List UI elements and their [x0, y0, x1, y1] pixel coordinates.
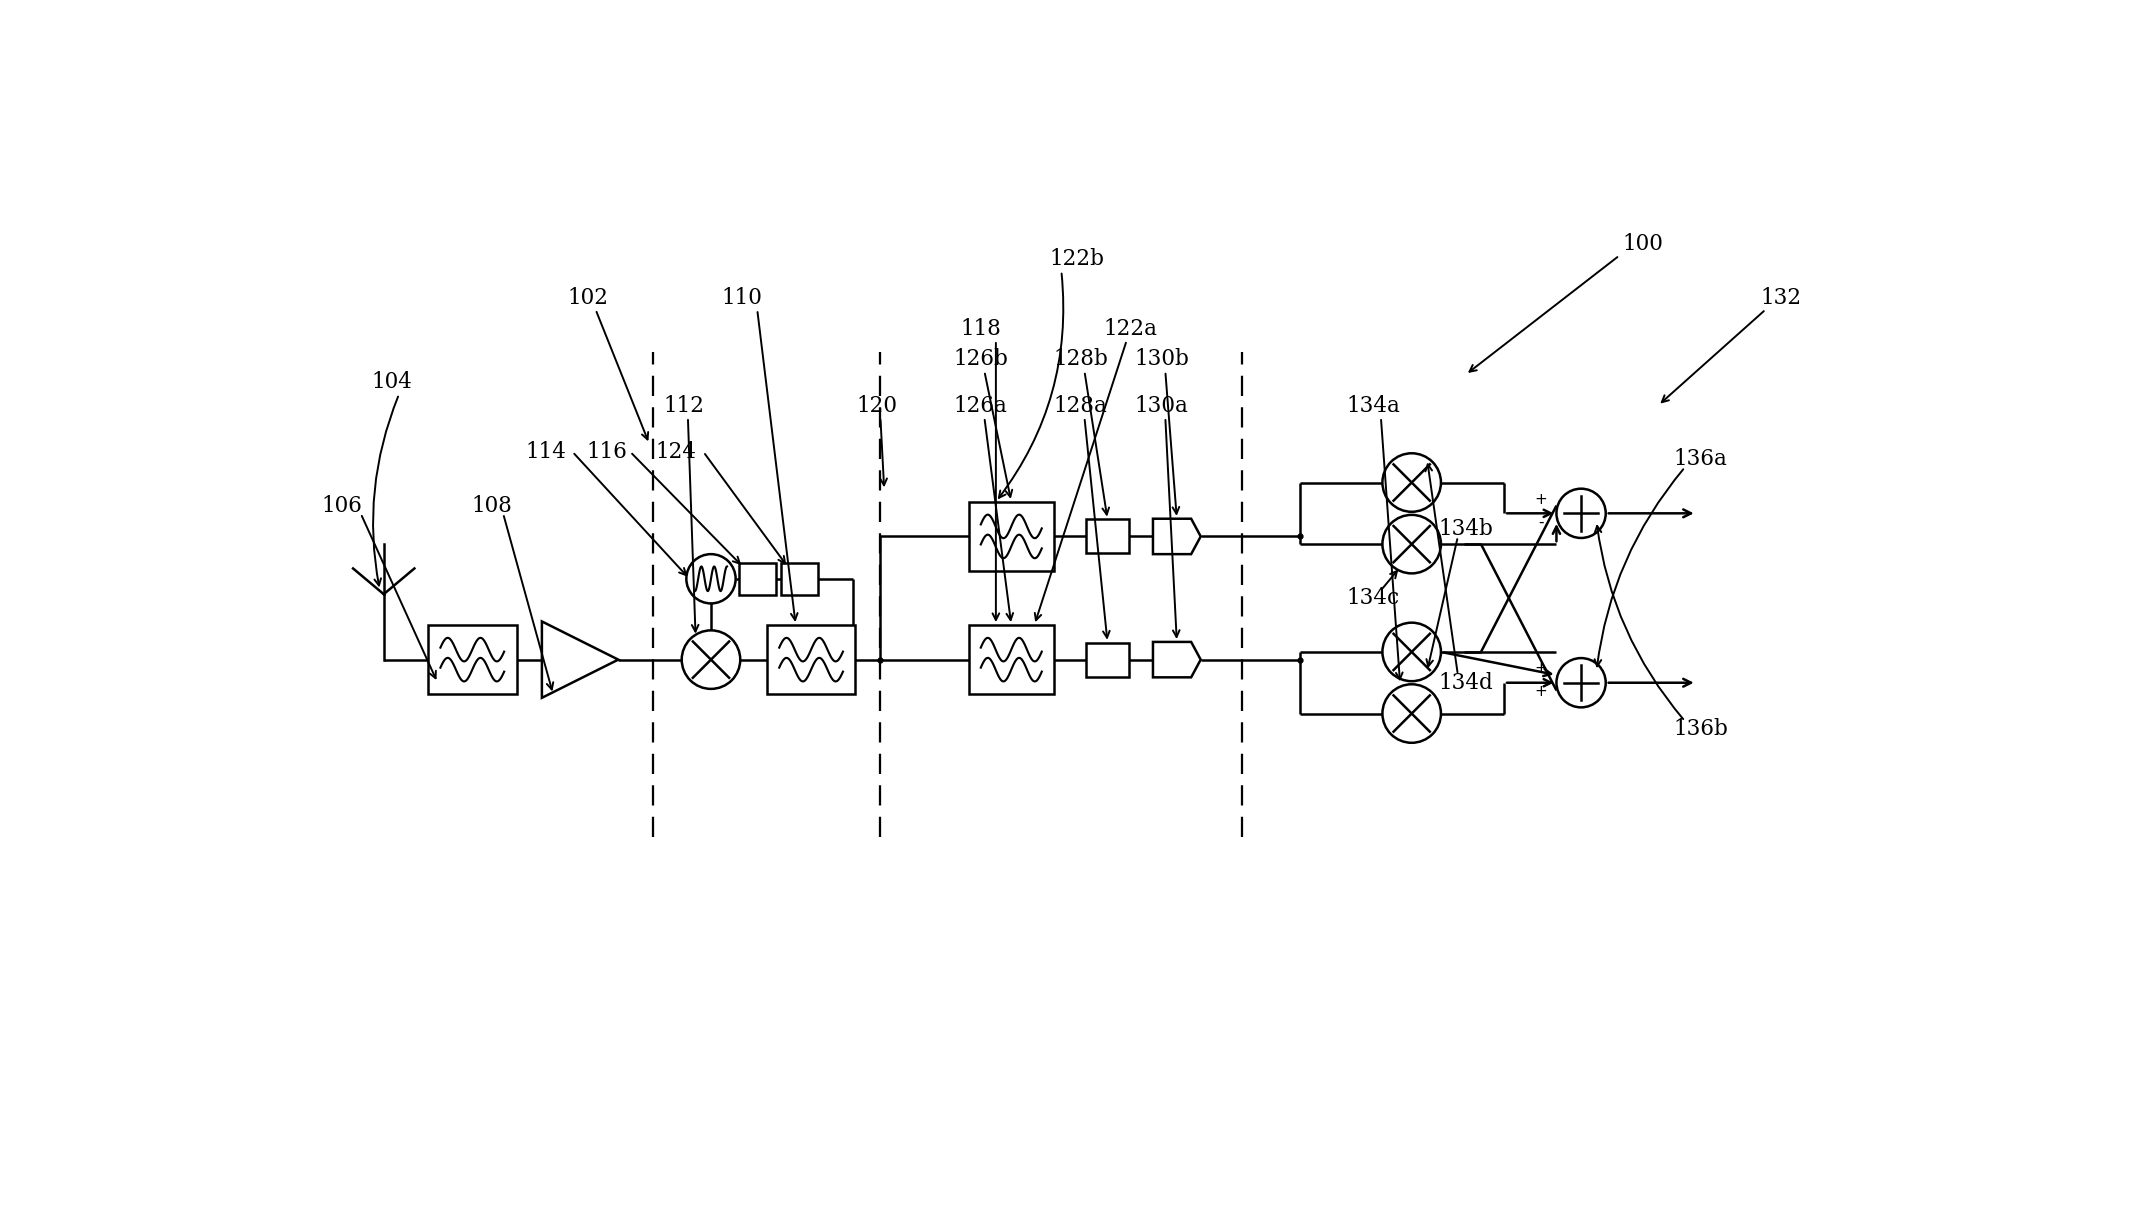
Text: 114: 114: [525, 441, 566, 462]
Text: 102: 102: [568, 287, 608, 309]
Circle shape: [681, 630, 740, 689]
Text: 134c: 134c: [1347, 587, 1400, 608]
Circle shape: [1383, 453, 1440, 512]
Bar: [781, 562, 817, 595]
Text: +: +: [1534, 492, 1547, 507]
Polygon shape: [1152, 518, 1201, 554]
Text: 126b: 126b: [954, 348, 1007, 370]
Circle shape: [1383, 684, 1440, 742]
Bar: [969, 501, 1054, 571]
Bar: [429, 626, 516, 694]
Text: 100: 100: [1622, 232, 1662, 254]
Text: 122b: 122b: [1050, 248, 1103, 270]
Text: 136a: 136a: [1673, 448, 1726, 471]
Text: 130a: 130a: [1135, 394, 1189, 416]
Text: 126a: 126a: [954, 394, 1007, 416]
Text: 118: 118: [960, 318, 1001, 340]
Text: 124: 124: [655, 441, 698, 462]
Text: 136b: 136b: [1673, 718, 1729, 740]
Circle shape: [1383, 623, 1440, 682]
Text: +: +: [1534, 661, 1547, 677]
Circle shape: [1383, 515, 1440, 573]
Text: 130b: 130b: [1133, 348, 1189, 370]
Bar: [1086, 643, 1129, 677]
Bar: [766, 626, 856, 694]
Text: 134d: 134d: [1438, 672, 1494, 694]
Text: 104: 104: [371, 371, 412, 393]
Text: 112: 112: [664, 394, 704, 416]
Text: 128a: 128a: [1054, 394, 1108, 416]
Polygon shape: [1152, 641, 1201, 678]
Bar: [969, 626, 1054, 694]
Bar: [738, 562, 775, 595]
Text: +: +: [1534, 684, 1547, 700]
Text: 120: 120: [856, 394, 896, 416]
Text: 110: 110: [721, 287, 762, 309]
Text: 108: 108: [472, 494, 512, 517]
Text: 122a: 122a: [1103, 318, 1157, 340]
Text: 128b: 128b: [1054, 348, 1108, 370]
Circle shape: [687, 554, 736, 604]
Bar: [1086, 520, 1129, 554]
Text: 116: 116: [587, 441, 627, 462]
Text: -: -: [1539, 515, 1543, 531]
Text: 134a: 134a: [1347, 394, 1400, 416]
Text: 132: 132: [1761, 287, 1801, 309]
Circle shape: [1556, 489, 1605, 538]
Text: 106: 106: [320, 494, 363, 517]
Circle shape: [1556, 658, 1605, 707]
Text: 134b: 134b: [1438, 517, 1494, 539]
Polygon shape: [542, 622, 619, 697]
